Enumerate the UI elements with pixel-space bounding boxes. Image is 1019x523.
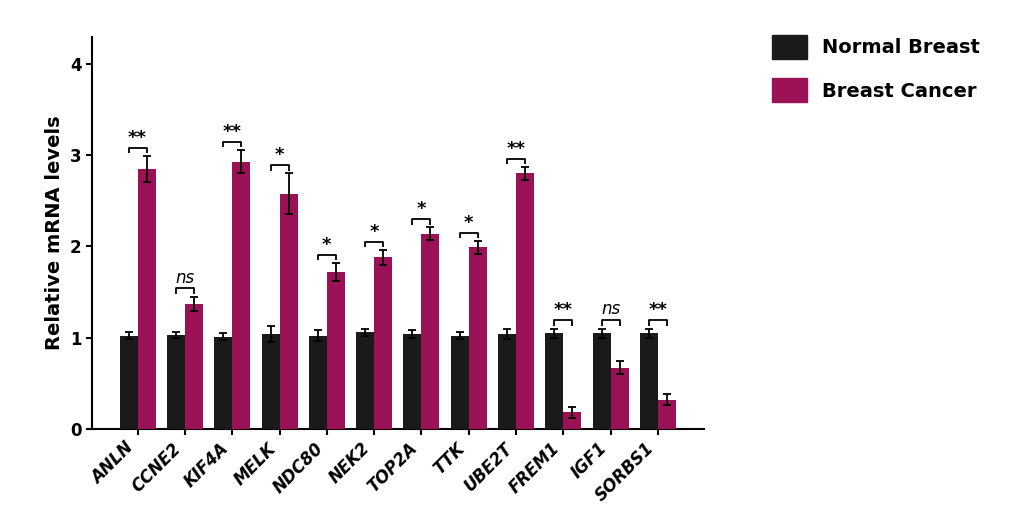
Bar xyxy=(374,257,391,429)
Bar xyxy=(610,368,628,429)
Bar xyxy=(167,335,184,429)
Text: *: * xyxy=(464,214,473,232)
Text: **: ** xyxy=(506,140,525,158)
Bar xyxy=(119,336,138,429)
Bar xyxy=(545,333,562,429)
Text: *: * xyxy=(322,236,331,254)
Bar xyxy=(309,336,326,429)
Bar xyxy=(356,332,374,429)
Bar xyxy=(279,194,298,429)
Text: *: * xyxy=(369,223,378,241)
Text: *: * xyxy=(274,146,284,164)
Bar xyxy=(562,413,581,429)
Bar xyxy=(326,272,344,429)
Text: ns: ns xyxy=(600,301,620,319)
Bar xyxy=(214,337,232,429)
Bar xyxy=(516,174,534,429)
Bar xyxy=(592,333,610,429)
Text: **: ** xyxy=(648,301,666,320)
Bar xyxy=(261,334,279,429)
Bar xyxy=(450,336,469,429)
Legend: Normal Breast, Breast Cancer: Normal Breast, Breast Cancer xyxy=(761,26,988,112)
Bar xyxy=(232,162,250,429)
Bar xyxy=(404,334,421,429)
Bar xyxy=(184,304,203,429)
Y-axis label: Relative mRNA levels: Relative mRNA levels xyxy=(45,116,64,350)
Bar xyxy=(469,247,486,429)
Text: *: * xyxy=(417,200,426,218)
Text: **: ** xyxy=(553,301,573,320)
Bar xyxy=(657,400,676,429)
Text: **: ** xyxy=(222,122,242,141)
Bar xyxy=(421,234,439,429)
Bar xyxy=(138,169,156,429)
Bar xyxy=(639,333,657,429)
Text: ns: ns xyxy=(175,268,195,287)
Text: **: ** xyxy=(128,129,147,147)
Bar xyxy=(497,334,516,429)
